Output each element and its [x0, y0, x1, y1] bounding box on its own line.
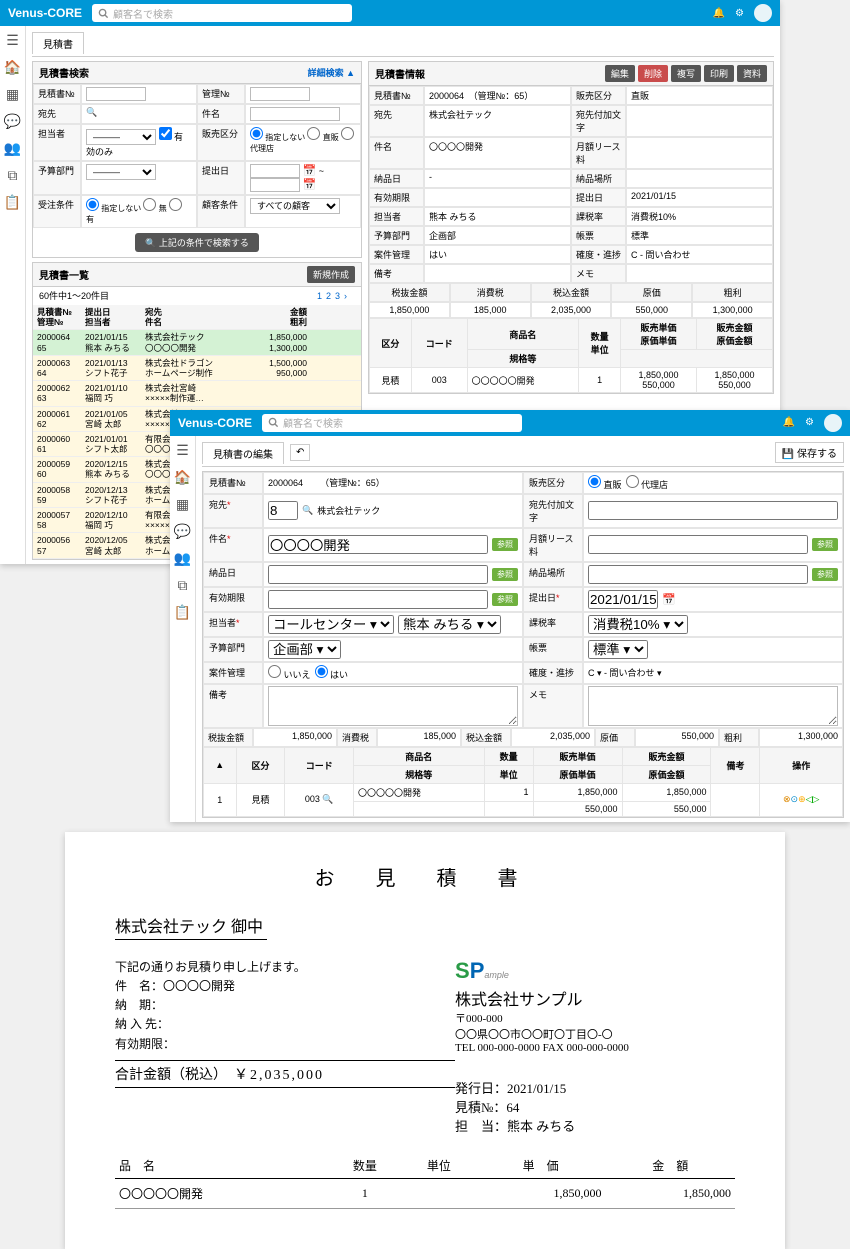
line-row[interactable]: 1見積003 🔍 〇〇〇〇〇開発11,850,0001,850,000 ⊗⊙⊕◁…: [204, 783, 843, 801]
paste-icon[interactable]: 📋: [4, 194, 21, 211]
report-to: 株式会社テック 御中: [115, 913, 267, 940]
edit-note[interactable]: [268, 686, 518, 726]
valid-only-checkbox[interactable]: [159, 127, 172, 140]
edit-memo[interactable]: [588, 686, 838, 726]
edit-tax[interactable]: 消費税10% ▾: [588, 615, 688, 634]
search-dest-lookup-icon[interactable]: 🔍: [86, 107, 97, 117]
lookup-icon[interactable]: 🔍: [302, 505, 313, 516]
edit-delivery[interactable]: [268, 565, 488, 584]
topbar: Venus-CORE 顧客名で検索 🔔 ⚙: [0, 0, 780, 26]
tab-estimate[interactable]: 見積書: [32, 32, 84, 54]
estimate-edit-app: Venus-CORE 顧客名で検索 🔔 ⚙ ☰ 🏠 ▦ 💬 👥 ⧉ 📋 見積書の…: [170, 410, 850, 822]
edit-place[interactable]: [588, 565, 808, 584]
search-icon: [98, 8, 109, 19]
info-panel: 見積書情報 編集 削除 複写 印刷 資料 見積書№2000064 （管理№：65…: [368, 61, 774, 394]
chat-icon[interactable]: 💬: [174, 523, 191, 540]
list-item[interactable]: 2000064652021/01/15熊本 みちる株式会社テック〇〇〇〇開発1,…: [33, 330, 361, 355]
new-button[interactable]: 新規作成: [307, 266, 355, 283]
report-title: お 見 積 書: [115, 862, 735, 891]
edit-dest-suffix[interactable]: [588, 501, 838, 520]
menu-icon[interactable]: ☰: [176, 442, 189, 459]
search-estno[interactable]: [86, 87, 146, 101]
pager[interactable]: 123›: [309, 289, 355, 303]
row-ops[interactable]: ⊗⊙⊕◁▷: [760, 783, 843, 816]
search-custcond[interactable]: すべての顧客: [250, 198, 340, 214]
edit-item[interactable]: [268, 535, 488, 554]
calendar-to-icon[interactable]: 📅: [303, 179, 317, 191]
sidenav2: ☰ 🏠 ▦ 💬 👥 ⧉ 📋: [170, 436, 196, 822]
users-icon[interactable]: 👥: [174, 550, 191, 567]
undo-icon[interactable]: ↶: [290, 444, 310, 461]
edit-lines-table: ▲区分コード商品名数量販売単価販売金額備考操作 規格等単位原価単価原価金額 1見…: [203, 747, 843, 817]
brand: Venus-CORE: [8, 6, 82, 20]
tab-edit[interactable]: 見積書の編集: [202, 442, 284, 464]
report-total: 合計金額（税込） ￥2,035,000: [115, 1060, 455, 1088]
users-icon[interactable]: 👥: [4, 140, 21, 157]
search-date-from[interactable]: [250, 164, 300, 178]
report-lines: 品 名数量単位単 価金 額 〇〇〇〇〇開発11,850,0001,850,000: [115, 1153, 735, 1209]
edit-dest-id[interactable]: [268, 501, 298, 520]
search-person[interactable]: ―――: [86, 129, 156, 145]
copy-icon[interactable]: ⧉: [8, 167, 18, 184]
search-icon: [268, 417, 279, 428]
edit-valid[interactable]: [268, 590, 488, 609]
search-date-to[interactable]: [250, 178, 300, 192]
paste-icon[interactable]: 📋: [174, 604, 191, 621]
topbar2: Venus-CORE 顧客名で検索 🔔 ⚙: [170, 410, 850, 436]
calendar-icon[interactable]: ▦: [6, 86, 19, 103]
lines-table: 区分コード商品名数量単位販売単価原価単価販売金額原価金額 規格等 見積003〇〇…: [369, 318, 773, 393]
bell-icon[interactable]: 🔔: [783, 417, 795, 428]
delete-button[interactable]: 削除: [638, 65, 668, 82]
avatar[interactable]: [824, 414, 842, 432]
edit-lease[interactable]: [588, 535, 808, 554]
estimate-report: お 見 積 書 株式会社テック 御中 下記の通りお見積り申し上げます。 件 名：…: [65, 832, 785, 1249]
company-logo: SPample: [455, 958, 735, 984]
lookup-icon[interactable]: 🔍: [322, 794, 333, 804]
save-button[interactable]: 💾 保存する: [775, 442, 844, 463]
edit-template[interactable]: 標準 ▾: [588, 640, 648, 659]
calendar-from-icon[interactable]: 📅: [303, 165, 317, 177]
list-item[interactable]: 2000063642021/01/13シフト花子株式会社ドラゴンホームページ制作…: [33, 356, 361, 381]
calendar-icon[interactable]: 📅: [662, 593, 676, 606]
global-search2[interactable]: 顧客名で検索: [262, 414, 522, 432]
sidenav: ☰ 🏠 ▦ 💬 👥 ⧉ 📋: [0, 26, 26, 564]
search-panel: 見積書検索 詳細検索 ▲ 見積書№ 管理№ 宛先🔍 件名 担当者――― 有効のみ…: [32, 61, 362, 258]
print-button[interactable]: 印刷: [704, 65, 734, 82]
list-item[interactable]: 2000062632021/01/10福岡 巧株式会社宮崎×××××制作運…: [33, 381, 361, 406]
edit-person[interactable]: 熊本 みちる ▾: [398, 615, 501, 634]
chat-icon[interactable]: 💬: [4, 113, 21, 130]
search-button[interactable]: 🔍 上記の条件で検索する: [135, 233, 259, 252]
edit-budget-dept[interactable]: 企画部 ▾: [268, 640, 341, 659]
avatar[interactable]: [754, 4, 772, 22]
doc-button[interactable]: 資料: [737, 65, 767, 82]
edit-submit-date[interactable]: [588, 590, 658, 609]
copy-button[interactable]: 複写: [671, 65, 701, 82]
copy-icon[interactable]: ⧉: [178, 577, 188, 594]
global-search[interactable]: 顧客名で検索: [92, 4, 352, 22]
search-mgmtno[interactable]: [250, 87, 310, 101]
edit-button[interactable]: 編集: [605, 65, 635, 82]
search-item[interactable]: [250, 107, 340, 121]
search-dept[interactable]: ―――: [86, 164, 156, 180]
menu-icon[interactable]: ☰: [6, 32, 19, 49]
home-icon[interactable]: 🏠: [174, 469, 191, 486]
gear-icon[interactable]: ⚙: [805, 417, 814, 428]
bell-icon[interactable]: 🔔: [713, 8, 725, 19]
calendar-icon[interactable]: ▦: [176, 496, 189, 513]
gear-icon[interactable]: ⚙: [735, 8, 744, 19]
edit-dept[interactable]: コールセンター ▾: [268, 615, 394, 634]
detail-search-toggle[interactable]: 詳細検索 ▲: [308, 66, 355, 79]
home-icon[interactable]: 🏠: [4, 59, 21, 76]
